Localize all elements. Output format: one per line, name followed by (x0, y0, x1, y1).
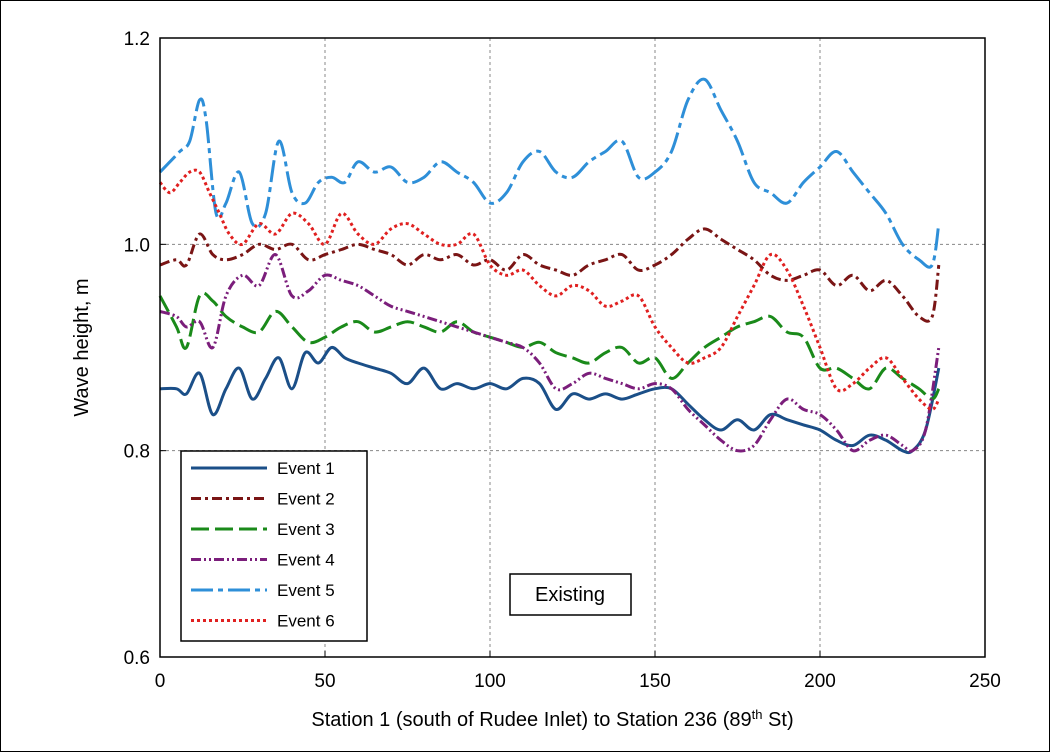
legend-box (180, 450, 368, 642)
y-axis-label: Wave height, m (71, 278, 93, 416)
x-axis-label-part3: St) (763, 709, 794, 731)
x-tick-label: 0 (155, 671, 166, 692)
legend-label-event-1: Event 1 (277, 459, 335, 478)
series-line-event-6 (158, 168, 941, 411)
series-line-event-2 (159, 227, 941, 323)
x-axis-label-superscript: th (752, 707, 763, 722)
legend-label-event-6: Event 6 (277, 612, 335, 631)
x-axis-label: Station 1 (south of Rudee Inlet) to Stat… (311, 707, 793, 732)
x-tick-label: 50 (314, 671, 335, 692)
series-line-event-1 (159, 345, 941, 455)
legend-label-event-5: Event 5 (277, 581, 335, 600)
x-axis-label-part1: Station 1 (south of Rudee Inlet) to Stat… (311, 709, 751, 731)
series-line-event-3 (158, 291, 941, 401)
y-tick-label: 0.6 (124, 648, 150, 669)
x-tick-label: 150 (639, 671, 671, 692)
y-tick-label: 1.0 (124, 235, 150, 256)
legend-label-event-2: Event 2 (277, 490, 335, 509)
legend: Event 1 Event 2 Event 3 Event 4 Event 5 Event… (180, 450, 368, 642)
x-tick-label: 100 (474, 671, 506, 692)
plot-area (159, 37, 986, 658)
series-lines (158, 77, 941, 455)
annotation-text: Existing (535, 584, 605, 606)
annotation-border (509, 573, 632, 616)
y-tick-label: 1.2 (124, 29, 150, 50)
series-line-event-4 (159, 253, 941, 453)
series-line-event-5 (158, 77, 941, 269)
y-tick-label: 0.8 (124, 442, 150, 463)
x-tick-label: 200 (804, 671, 836, 692)
legend-label-event-4: Event 4 (277, 551, 335, 570)
grid (160, 38, 985, 657)
axis-ticks: 0 50 100 150 200 250 0.6 0.8 1.0 1.2 (124, 29, 1001, 692)
x-tick-label: 250 (969, 671, 1001, 692)
annotation-box: Existing (509, 573, 632, 616)
legend-label-event-3: Event 3 (277, 520, 335, 539)
